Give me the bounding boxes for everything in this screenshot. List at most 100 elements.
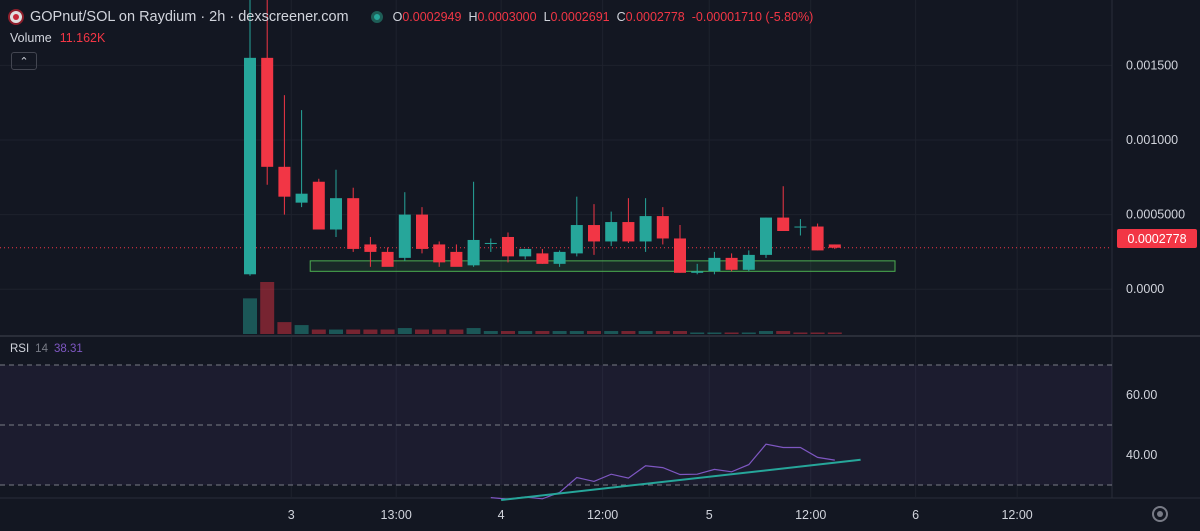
volume-bar xyxy=(741,332,756,334)
volume-bar xyxy=(535,331,550,334)
candle-body[interactable] xyxy=(639,216,652,242)
chevron-up-icon: ⌃ xyxy=(19,55,29,68)
ohlc-close-key: C xyxy=(616,10,626,24)
candle-body[interactable] xyxy=(553,251,566,264)
rsi-tick-label: 60.00 xyxy=(1126,388,1157,402)
candle-body[interactable] xyxy=(278,166,291,197)
candle-body[interactable] xyxy=(811,226,824,251)
candle-body[interactable] xyxy=(312,181,325,230)
time-tick-label: 12:00 xyxy=(795,508,826,522)
candle-body[interactable] xyxy=(450,251,463,267)
volume-bar xyxy=(432,329,447,334)
volume-bar xyxy=(638,331,653,334)
candle-body[interactable] xyxy=(467,239,480,266)
candle-body[interactable] xyxy=(330,198,342,230)
candle-body[interactable] xyxy=(742,254,755,270)
candle-body[interactable] xyxy=(691,271,704,273)
time-tick-label: 6 xyxy=(912,508,919,522)
volume-bar xyxy=(776,331,791,334)
volume-bar xyxy=(260,282,275,334)
volume-bar xyxy=(415,329,429,334)
candle-body[interactable] xyxy=(502,236,514,257)
candle-body[interactable] xyxy=(656,216,669,239)
candle-body[interactable] xyxy=(484,242,497,244)
candle-body[interactable] xyxy=(536,253,549,264)
volume-bar xyxy=(277,322,292,334)
price-tick-label: 0.001500 xyxy=(1126,58,1178,72)
volume-bar xyxy=(243,298,257,334)
volume-bar xyxy=(673,331,687,334)
time-tick-label: 4 xyxy=(498,508,505,522)
volume-bar xyxy=(294,325,309,334)
rsi-label: RSI xyxy=(10,343,30,355)
volume-bar xyxy=(759,331,773,334)
volume-bar xyxy=(501,331,515,334)
ohlc-change: -0.00001710 (-5.80%) xyxy=(691,10,814,24)
volume-bar xyxy=(311,329,326,334)
volume-bar xyxy=(569,331,584,334)
collapse-legend-button[interactable]: ⌃ xyxy=(11,52,37,70)
candle-body[interactable] xyxy=(588,225,600,242)
volume-bar xyxy=(466,328,481,334)
volume-bar xyxy=(724,332,739,334)
last-price-tag: 0.0002778 xyxy=(1117,229,1197,248)
candle-body[interactable] xyxy=(674,238,686,273)
ohlc-readout: O0.0002949 H0.0003000 L0.0002691 C0.0002… xyxy=(393,10,814,24)
volume-bar xyxy=(690,332,705,334)
volume-value: 11.162K xyxy=(59,31,106,45)
rsi-line xyxy=(490,443,835,500)
time-tick-label: 5 xyxy=(706,508,713,522)
ohlc-high-value: 0.0003000 xyxy=(477,10,537,24)
volume-bar xyxy=(587,331,601,334)
gopnut-token-icon xyxy=(8,9,24,25)
candle-body[interactable] xyxy=(725,257,738,270)
time-tick-label: 12:00 xyxy=(1001,508,1032,522)
support-zone-rect[interactable] xyxy=(309,260,896,272)
ohlc-open-value: 0.0002949 xyxy=(402,10,462,24)
candle-body[interactable] xyxy=(364,244,377,252)
chart-title: GOPnut/SOL on Raydium · 2h · dexscreener… xyxy=(30,9,349,25)
candle-body[interactable] xyxy=(622,222,635,242)
candle-body[interactable] xyxy=(794,226,807,228)
volume-bar xyxy=(483,331,498,334)
volume-bar xyxy=(707,332,722,334)
candle-body[interactable] xyxy=(777,217,790,232)
time-tick-label: 13:00 xyxy=(381,508,412,522)
candle-body[interactable] xyxy=(828,244,841,248)
volume-bar xyxy=(329,329,343,334)
rsi-band-fill xyxy=(0,365,1112,485)
candle-body[interactable] xyxy=(708,257,721,272)
rsi-period: 14 xyxy=(35,343,48,355)
volume-label: Volume xyxy=(10,31,52,45)
candle-body[interactable] xyxy=(760,217,772,255)
gear-icon[interactable] xyxy=(1152,506,1168,522)
candle-body[interactable] xyxy=(295,193,308,203)
volume-bar xyxy=(552,331,567,334)
candle-body[interactable] xyxy=(605,222,618,242)
candle-body[interactable] xyxy=(416,214,428,249)
chart-header: GOPnut/SOL on Raydium · 2h · dexscreener… xyxy=(8,6,813,28)
ohlc-low-key: L xyxy=(543,10,551,24)
candle-body[interactable] xyxy=(381,251,394,267)
ohlc-high-key: H xyxy=(468,10,478,24)
volume-bar xyxy=(363,329,378,334)
candle-body[interactable] xyxy=(261,57,274,167)
volume-bar xyxy=(827,332,842,334)
candle-body[interactable] xyxy=(433,244,446,263)
candle-body[interactable] xyxy=(398,214,411,258)
rsi-tick-label: 40.00 xyxy=(1126,448,1157,462)
volume-bar xyxy=(346,329,361,334)
candle-body[interactable] xyxy=(519,248,532,257)
ohlc-low-value: 0.0002691 xyxy=(550,10,610,24)
rsi-trendline[interactable] xyxy=(501,458,861,501)
candle-body[interactable] xyxy=(244,57,256,275)
price-tick-label: 0.0000 xyxy=(1126,282,1164,296)
volume-bar xyxy=(604,331,619,334)
volume-bar xyxy=(655,331,670,334)
candle-body[interactable] xyxy=(347,198,360,249)
candle-body[interactable] xyxy=(570,225,583,254)
time-tick-label: 12:00 xyxy=(587,508,618,522)
time-tick-label: 3 xyxy=(288,508,295,522)
